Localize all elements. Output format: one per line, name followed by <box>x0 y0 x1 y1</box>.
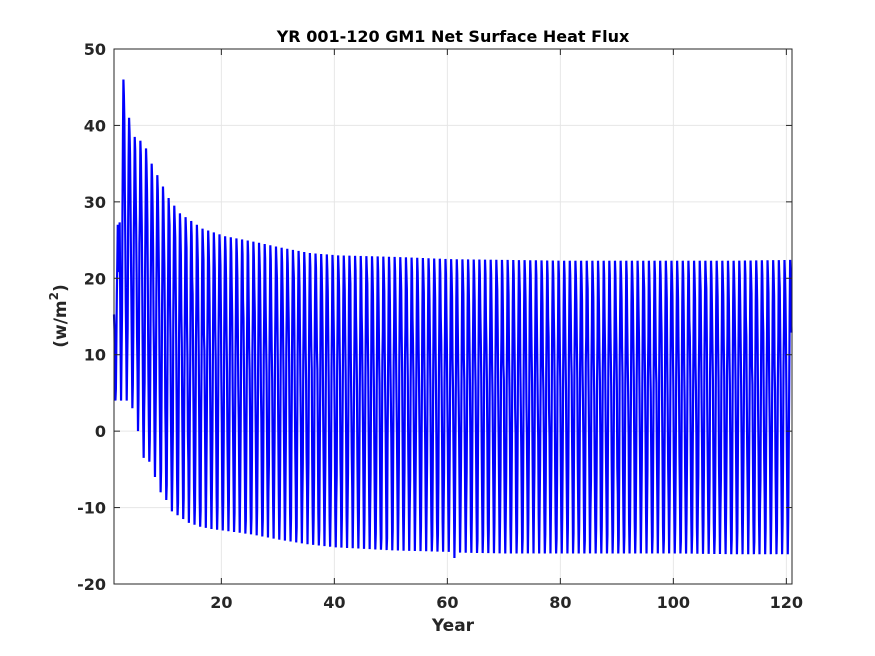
x-tick-label: 120 <box>770 593 803 612</box>
x-tick-label: 20 <box>210 593 232 612</box>
y-tick-label: 50 <box>84 40 106 59</box>
data-layer <box>112 79 793 559</box>
y-tick-label: 30 <box>84 193 106 212</box>
y-tick-label: 40 <box>84 116 106 135</box>
x-axis-label: Year <box>431 616 475 636</box>
x-tick-label: 60 <box>436 593 458 612</box>
y-tick-label: -10 <box>77 499 106 518</box>
x-tick-label: 40 <box>323 593 345 612</box>
axes-box <box>113 48 793 585</box>
x-tick-label: 80 <box>549 593 571 612</box>
y-axis-label-close: ) <box>51 284 71 292</box>
y-tick-label: -20 <box>77 575 106 594</box>
y-axis-label-superscript: 2 <box>47 292 61 300</box>
y-tick-label: 0 <box>95 422 106 441</box>
y-axis-label: (w/m2) <box>47 284 71 348</box>
chart-title: YR 001-120 GM1 Net Surface Heat Flux <box>276 27 630 46</box>
series-line-net-heat-flux <box>112 79 793 559</box>
tick-layer: 20 40 60 80 100 120 -20 -10 0 10 20 30 40 50 <box>77 40 803 612</box>
y-tick-label: 10 <box>84 346 106 365</box>
y-axis-label-main: (w/m <box>51 300 71 347</box>
y-tick-label: 20 <box>84 269 106 288</box>
x-tick-label: 100 <box>657 593 690 612</box>
